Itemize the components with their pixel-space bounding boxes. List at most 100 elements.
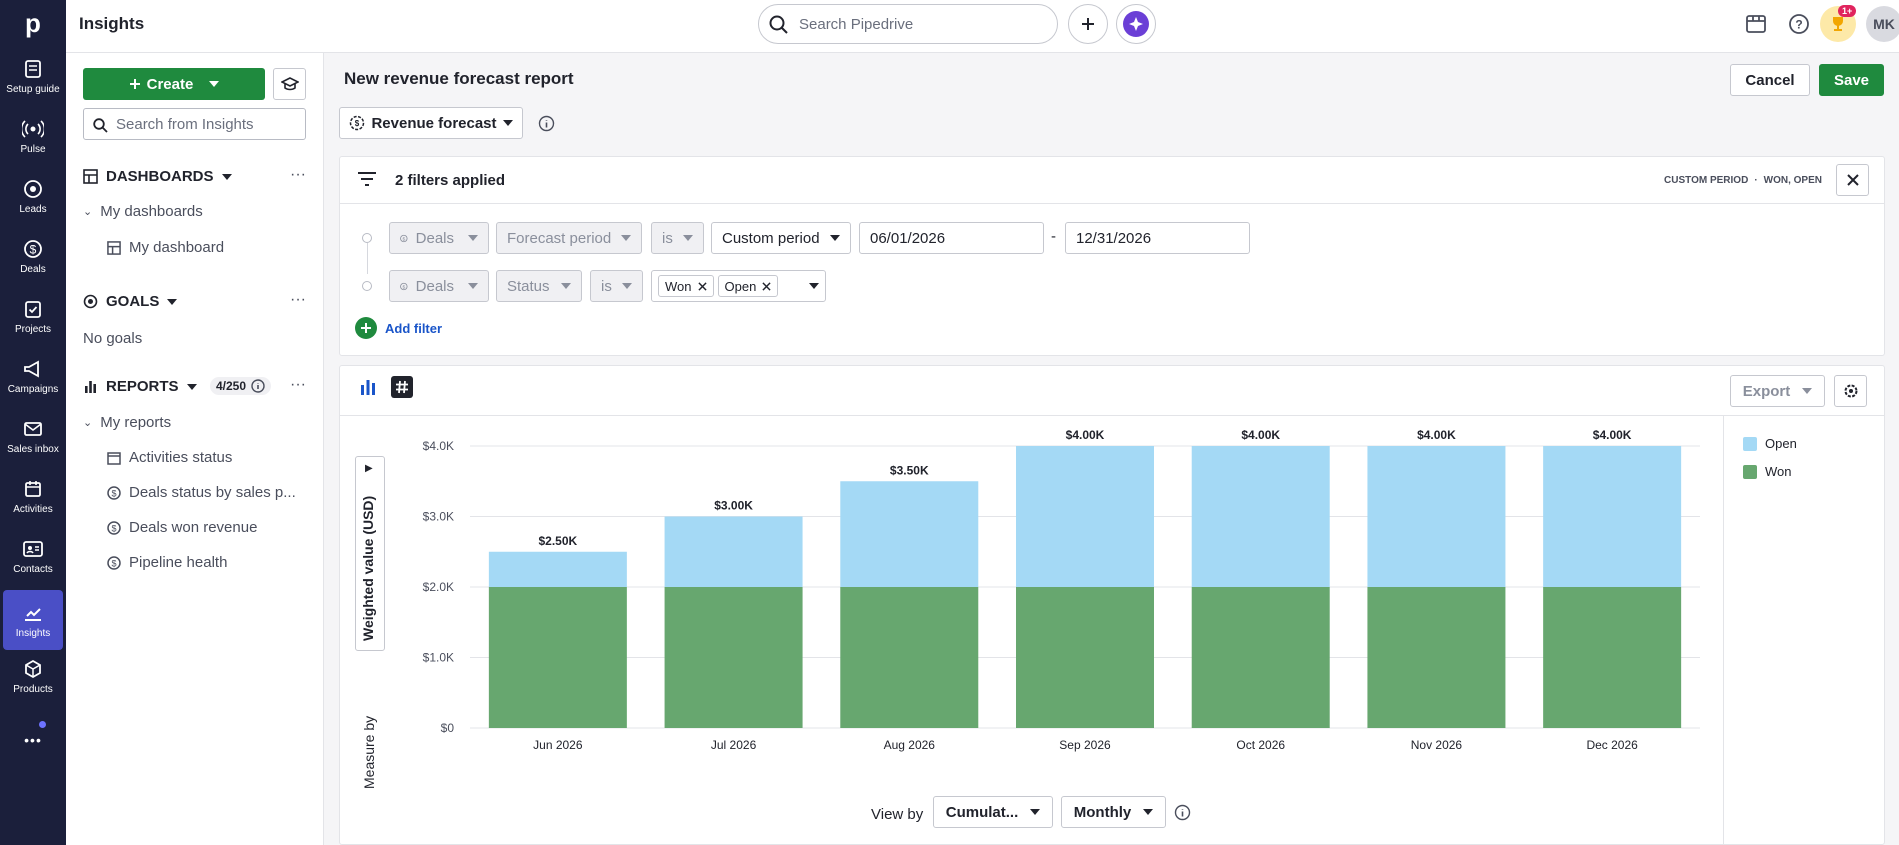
report-icon xyxy=(85,381,96,393)
search-placeholder: Search from Insights xyxy=(116,115,254,133)
tag-label: Open xyxy=(724,278,757,294)
filter-entity-select[interactable]: $ Deals xyxy=(389,270,489,302)
top-bar: Insights Search Pipedrive ? 1+ MK xyxy=(66,0,1899,53)
my-reports-label: My reports xyxy=(100,414,172,431)
quick-add-button[interactable] xyxy=(1068,4,1108,44)
report-item[interactable]: $ Deals won revenue xyxy=(107,519,257,536)
svg-text:$: $ xyxy=(402,236,405,242)
my-dashboards-label: My dashboards xyxy=(100,203,203,220)
marketplace-icon[interactable] xyxy=(1744,12,1768,36)
report-item[interactable]: Activities status xyxy=(107,449,232,466)
goals-more-icon[interactable]: ··· xyxy=(290,291,306,308)
nav-item-sales-inbox[interactable]: Sales inbox xyxy=(0,406,66,466)
chevron-down-icon xyxy=(186,383,197,390)
filter-summary: CUSTOM PERIOD · WON, OPEN xyxy=(1664,175,1822,186)
search-icon xyxy=(769,15,788,34)
x-tick-label: Jun 2026 xyxy=(533,738,583,752)
create-button[interactable]: Create xyxy=(83,68,265,100)
filter-value-select[interactable]: Custom period xyxy=(711,222,851,254)
nav-item-label: Projects xyxy=(14,323,52,335)
my-dashboards-group[interactable]: ⌄ My dashboards xyxy=(83,203,203,220)
deals-icon: $ xyxy=(22,238,44,260)
report-title[interactable]: New revenue forecast report xyxy=(344,69,574,88)
nav-item-label: Campaigns xyxy=(7,383,59,395)
plus-circle-icon xyxy=(355,317,377,339)
nav-item-activities[interactable]: Activities xyxy=(0,466,66,526)
info-icon[interactable] xyxy=(538,115,555,132)
legend-swatch xyxy=(1743,436,1757,451)
insights-search-input[interactable]: Search from Insights xyxy=(83,108,306,140)
nav-item-label: Activities xyxy=(13,503,53,515)
goals-label: GOALS xyxy=(106,293,160,310)
my-reports-group[interactable]: ⌄ My reports xyxy=(83,414,171,431)
cancel-button[interactable]: Cancel xyxy=(1730,64,1810,96)
nav-item-pulse[interactable]: Pulse xyxy=(0,106,66,166)
dashboards-section-header[interactable]: DASHBOARDS xyxy=(83,168,232,185)
sales-inbox-icon xyxy=(22,418,44,440)
calendar-icon xyxy=(107,451,121,465)
add-filter-button[interactable]: Add filter xyxy=(355,317,442,339)
bar-open xyxy=(1367,446,1506,587)
legend-item-open[interactable]: Open xyxy=(1743,436,1797,451)
info-icon[interactable] xyxy=(251,379,265,393)
svg-text:$: $ xyxy=(111,523,116,533)
legend-label: Won xyxy=(1765,464,1792,479)
export-button[interactable]: Export xyxy=(1730,375,1825,407)
legend-item-won[interactable]: Won xyxy=(1743,464,1792,479)
nav-item-contacts[interactable]: Contacts xyxy=(0,526,66,586)
measure-by-control[interactable]: ▶ xyxy=(355,456,385,651)
pipedrive-logo[interactable]: p xyxy=(25,7,41,38)
filter-operator-select[interactable]: is xyxy=(651,222,704,254)
global-search-input[interactable]: Search Pipedrive xyxy=(758,4,1058,44)
goals-section-header[interactable]: GOALS xyxy=(83,293,178,310)
filter-icon[interactable] xyxy=(357,171,377,187)
filter-field-select[interactable]: Forecast period xyxy=(496,222,642,254)
help-icon[interactable]: ? xyxy=(1787,12,1811,36)
nav-item-projects[interactable]: Projects xyxy=(0,286,66,346)
view-by-select[interactable]: Cumulat... xyxy=(933,796,1053,828)
chart-type-bar-button[interactable] xyxy=(357,376,379,398)
measure-by-label: Measure by xyxy=(361,715,377,789)
remove-tag-icon[interactable] xyxy=(697,281,707,291)
filter-operator-select[interactable]: is xyxy=(590,270,643,302)
chart-settings-button[interactable] xyxy=(1834,375,1867,407)
remove-tag-icon[interactable] xyxy=(762,281,771,291)
date-from-input[interactable]: 06/01/2026 xyxy=(859,222,1044,254)
ai-assistant-button[interactable] xyxy=(1116,4,1156,44)
reports-more-icon[interactable]: ··· xyxy=(290,376,306,393)
chevron-down-icon xyxy=(1030,809,1041,815)
chart-type-table-button[interactable] xyxy=(391,376,413,398)
interval-select[interactable]: Monthly xyxy=(1061,796,1166,828)
save-button[interactable]: Save xyxy=(1819,64,1884,96)
chevron-right-icon: ▶ xyxy=(365,463,373,474)
dashboards-more-icon[interactable]: ··· xyxy=(290,166,306,183)
report-item[interactable]: $ Deals status by sales p... xyxy=(107,484,296,501)
collapse-filters-button[interactable] xyxy=(1836,164,1869,196)
nav-item-products[interactable]: Products xyxy=(0,646,66,706)
nav-item-setup-guide[interactable]: Setup guide xyxy=(0,46,66,106)
nav-item-campaigns[interactable]: Campaigns xyxy=(0,346,66,406)
more-nav-button[interactable]: ••• xyxy=(0,710,66,770)
sidebar-item-my-dashboard[interactable]: My dashboard xyxy=(107,239,224,256)
bar-open xyxy=(1016,446,1154,587)
filter-operator-label: is xyxy=(601,277,612,295)
nav-item-leads[interactable]: Leads xyxy=(0,166,66,226)
x-tick-label: Aug 2026 xyxy=(884,738,936,752)
report-item[interactable]: $ Pipeline health xyxy=(107,554,227,571)
filter-summary-status: WON, OPEN xyxy=(1763,175,1822,186)
filter-entity-select[interactable]: $ Deals xyxy=(389,222,489,254)
nav-item-label: Sales inbox xyxy=(7,443,59,455)
bar-total-label: $2.50K xyxy=(539,534,578,548)
learning-button[interactable] xyxy=(273,68,306,100)
user-avatar[interactable]: MK xyxy=(1866,6,1899,42)
status-multiselect[interactable]: Won Open xyxy=(651,270,826,302)
nav-item-insights[interactable]: Insights xyxy=(3,590,63,650)
date-to-input[interactable]: 12/31/2026 xyxy=(1065,222,1250,254)
reports-section-header[interactable]: REPORTS xyxy=(83,378,197,395)
nav-item-deals[interactable]: $ Deals xyxy=(0,226,66,286)
report-type-select[interactable]: $ Revenue forecast xyxy=(339,107,523,139)
filter-field-select[interactable]: Status xyxy=(496,270,582,302)
chevron-down-icon[interactable] xyxy=(809,283,819,289)
info-icon[interactable] xyxy=(1174,804,1191,821)
chevron-down-icon xyxy=(561,283,571,289)
